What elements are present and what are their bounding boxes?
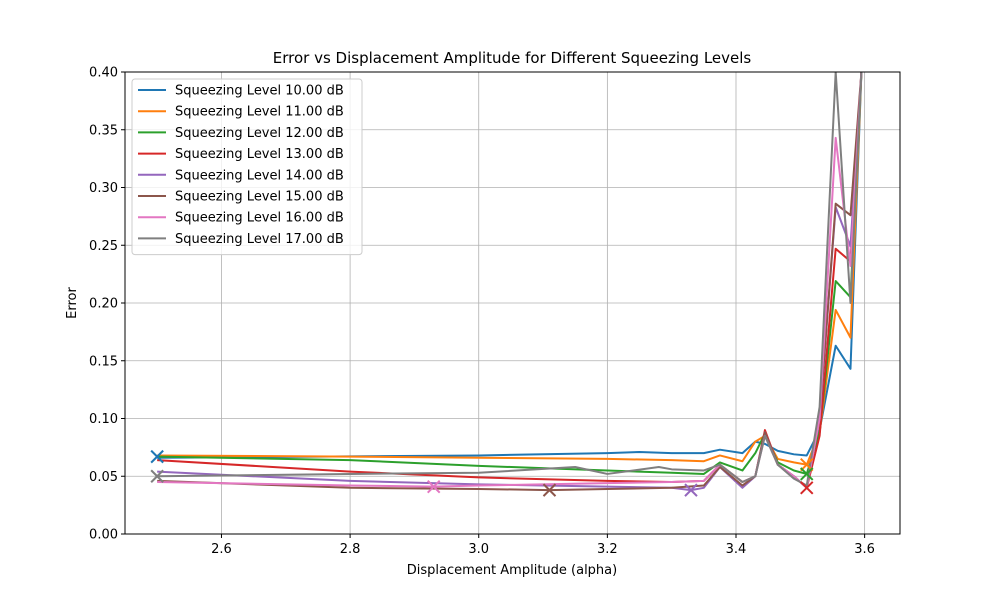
min-marker-3 [800,467,814,481]
min-marker-5 [684,483,698,497]
legend-entry-label: Squeezing Level 13.00 dB [175,147,344,162]
y-tick-label: 0.40 [89,66,118,81]
y-tick-label: 0.20 [89,297,118,312]
series-lines [157,72,863,492]
y-tick-label: 0.10 [89,412,118,427]
x-tick-label: 2.8 [340,542,361,557]
y-axis-label: Error [65,287,80,319]
legend-entry-label: Squeezing Level 10.00 dB [175,84,344,99]
min-marker-6 [542,483,557,497]
y-tick-label: 0.05 [89,470,118,485]
legend-box [131,78,363,256]
chart-title: Error vs Displacement Amplitude for Diff… [273,49,752,67]
y-tick-label: 0.30 [89,181,118,196]
legend-entry-label: Squeezing Level 11.00 dB [175,105,344,120]
y-tick-label: 0.00 [89,528,118,543]
x-tick-label: 2.6 [211,542,232,557]
x-tick-label: 3.0 [468,542,489,557]
x-axis-label: Displacement Amplitude (alpha) [407,563,617,578]
legend-entry-label: Squeezing Level 14.00 dB [175,168,344,183]
x-axis-ticks: 2.6 2.8 3.0 3.2 3.4 3.6 [211,534,875,557]
x-tick-label: 3.6 [854,542,875,557]
min-marker-1 [150,449,164,464]
min-markers [150,449,814,497]
y-tick-label: 0.25 [89,239,118,254]
series-line-2 [157,72,863,466]
y-axis-ticks: 0.00 0.05 0.10 0.15 0.20 0.25 0.30 0.35 0.40 [89,66,125,543]
x-tick-label: 3.2 [597,542,618,557]
min-marker-4 [800,481,814,495]
legend-entry-label: Squeezing Level 12.00 dB [175,126,344,141]
series-line-8 [157,72,863,487]
x-tick-label: 3.4 [726,542,747,557]
legend-entry-label: Squeezing Level 15.00 dB [175,190,344,205]
min-marker-8 [150,469,164,483]
min-marker-7 [427,479,441,494]
legend-entry-label: Squeezing Level 16.00 dB [175,211,344,226]
y-tick-label: 0.15 [89,354,118,369]
y-tick-label: 0.35 [89,123,118,138]
legend-entry-label: Squeezing Level 17.00 dB [175,232,344,247]
legend: Squeezing Level 10.00 dB Squeezing Level … [131,78,363,256]
